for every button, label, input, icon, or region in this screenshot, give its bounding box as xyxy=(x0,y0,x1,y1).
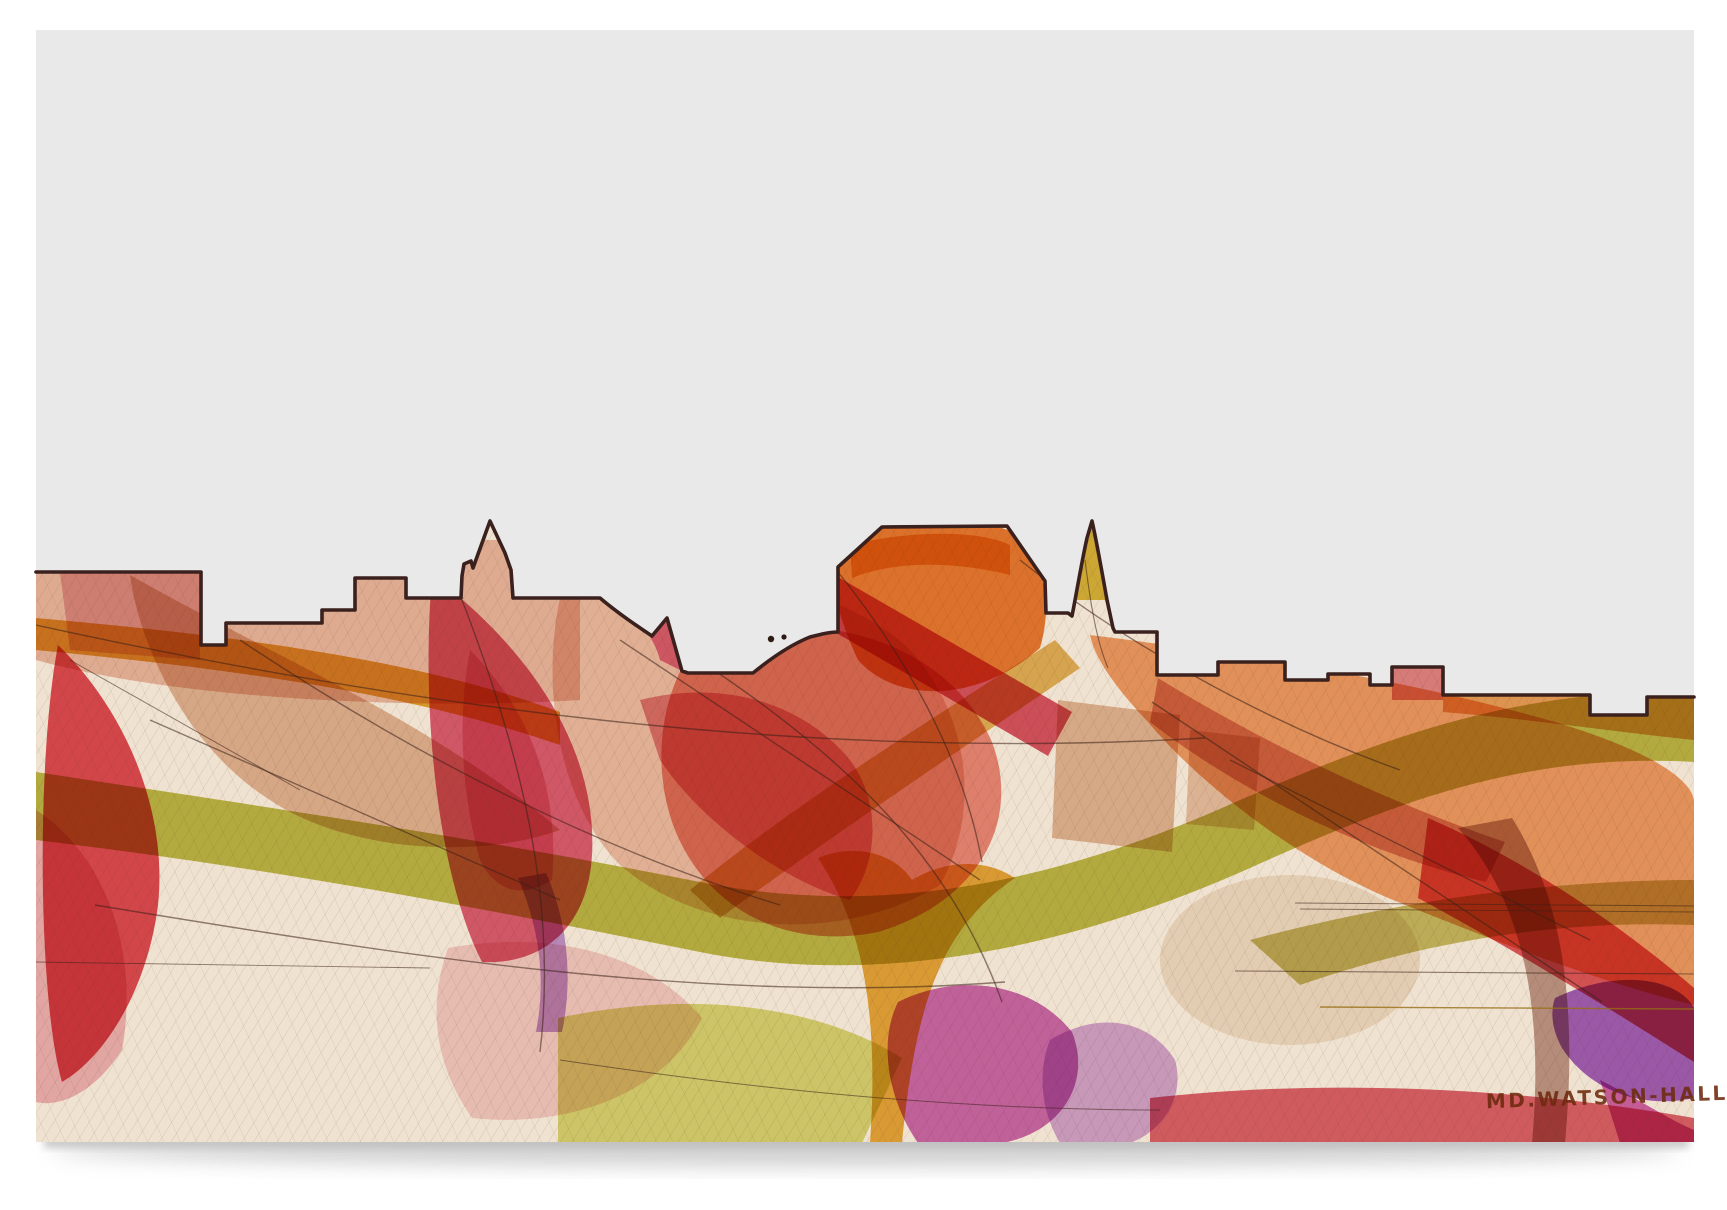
sky-dots xyxy=(767,634,787,643)
skyline-outline xyxy=(34,519,1696,717)
